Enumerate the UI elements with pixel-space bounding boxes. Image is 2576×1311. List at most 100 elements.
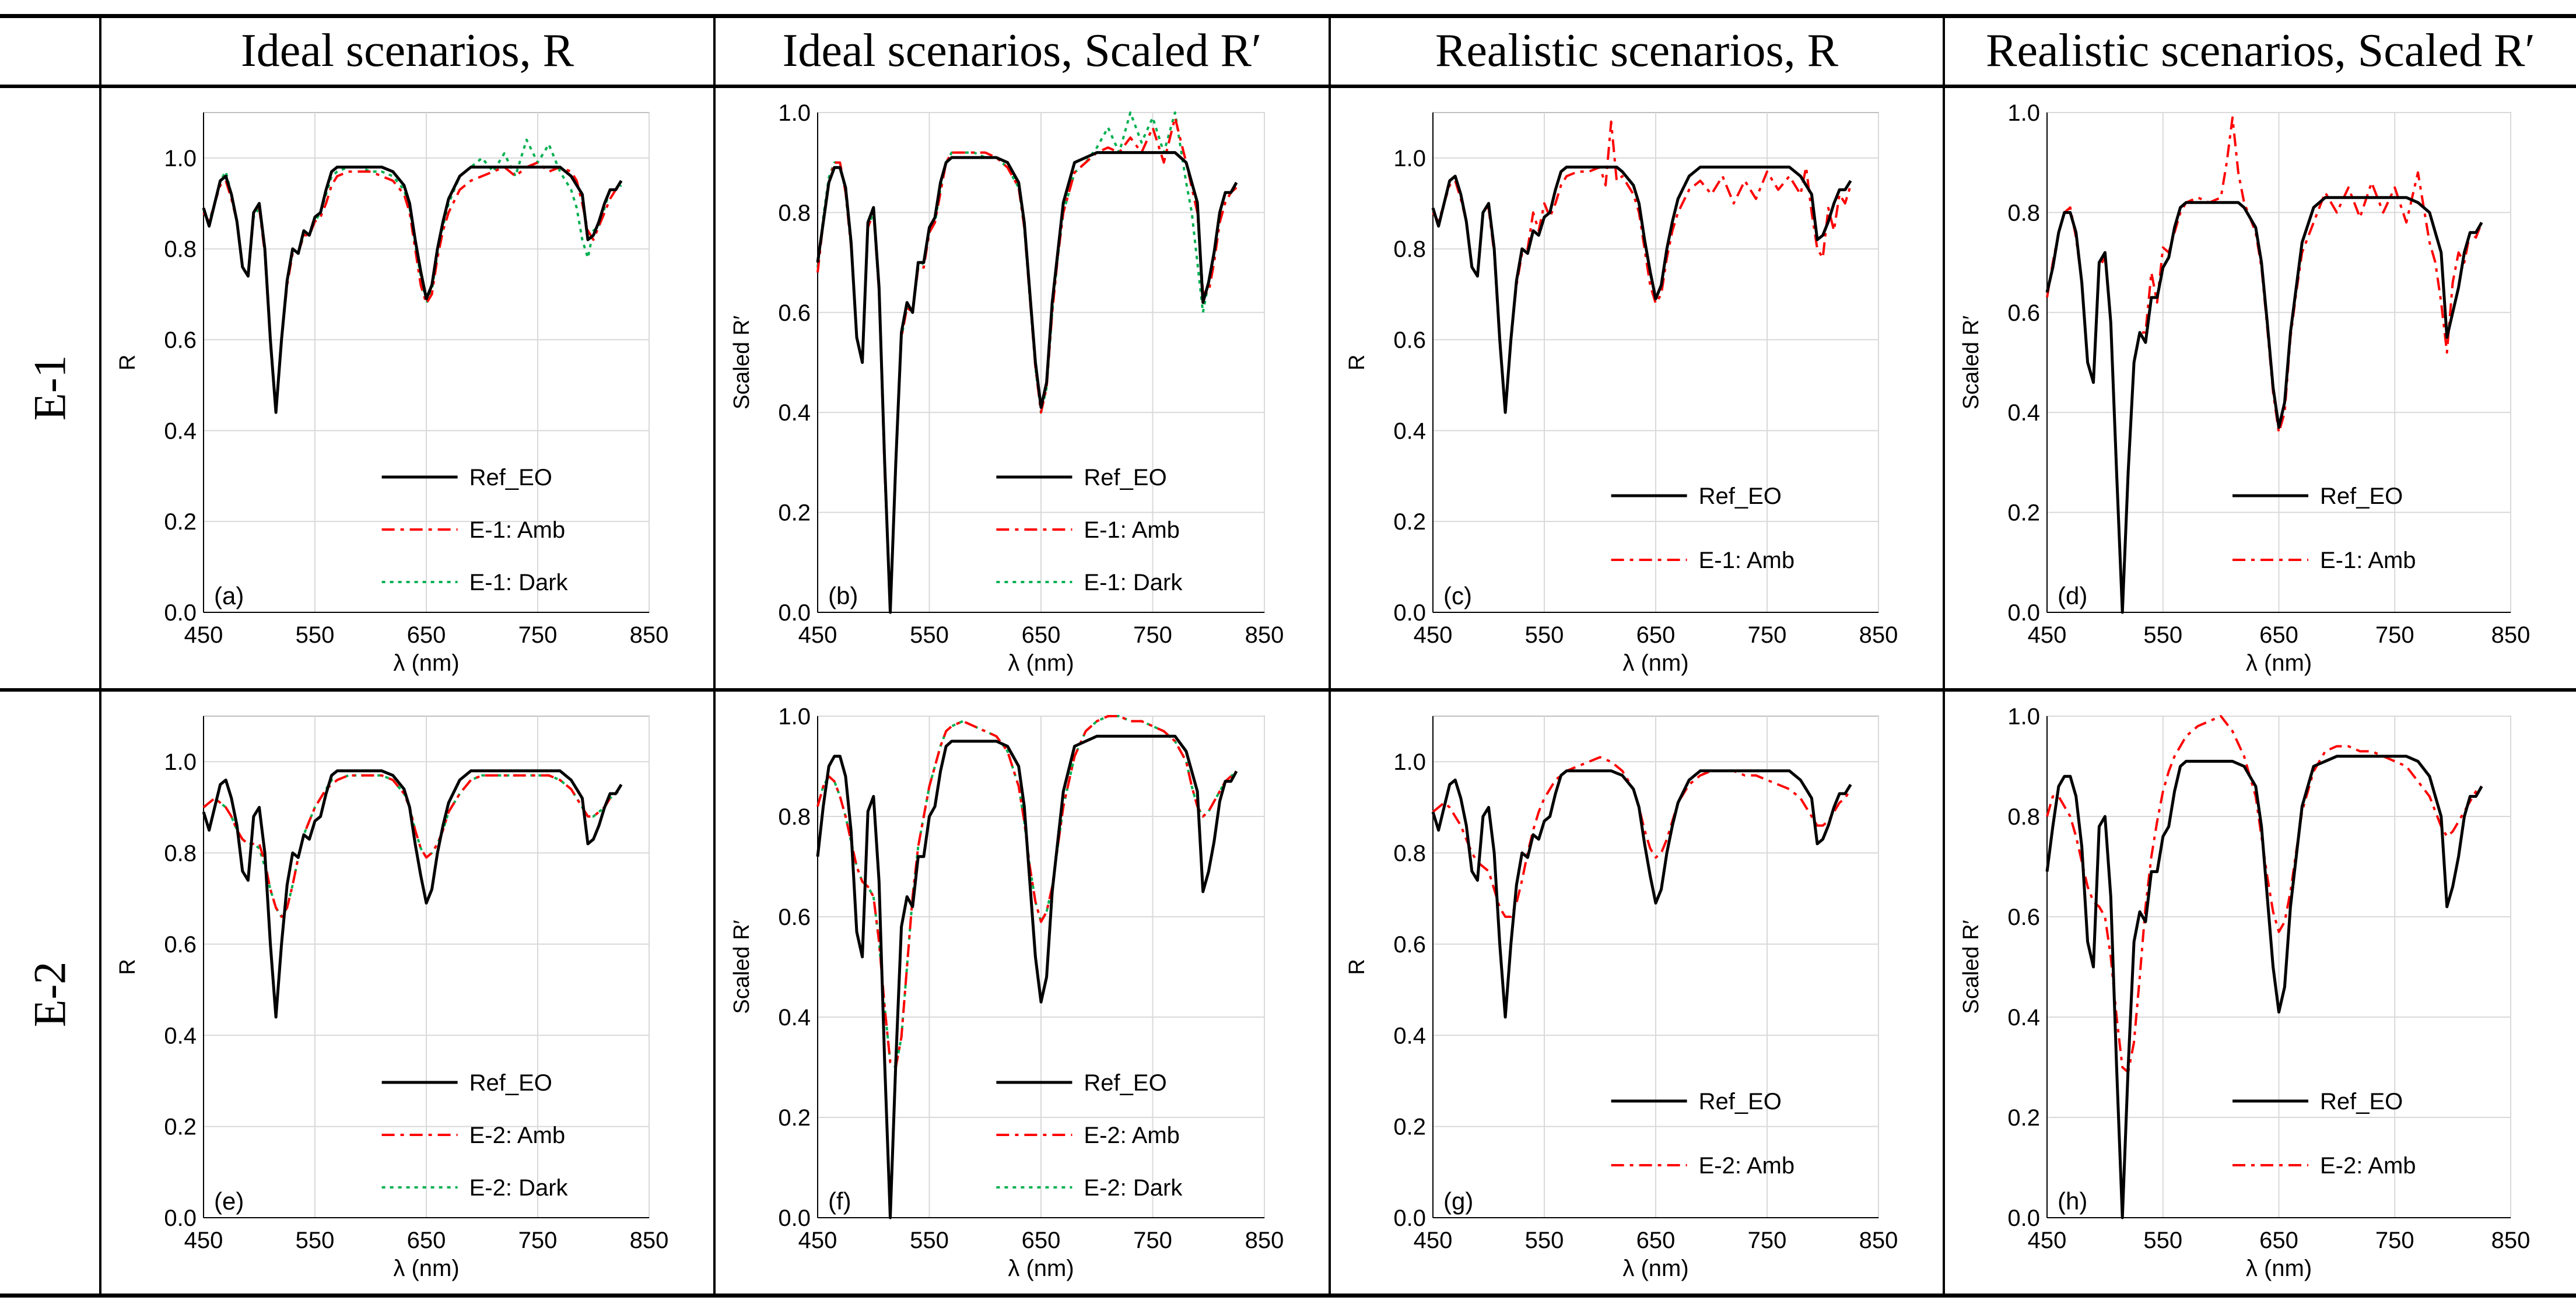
y-tick-label: 0.2 — [1393, 509, 1426, 535]
y-tick-label: 0.0 — [1393, 1205, 1426, 1231]
x-axis-label: λ (nm) — [393, 650, 459, 676]
y-tick-label: 0.6 — [778, 905, 811, 930]
y-tick-label: 1.0 — [164, 749, 197, 775]
y-tick-label: 0.2 — [164, 1114, 197, 1140]
series-line — [816, 116, 1238, 609]
x-axis-label: λ (nm) — [1622, 1256, 1688, 1281]
legend-label: Ref_EO — [1699, 483, 1782, 509]
x-tick-label: 850 — [2491, 622, 2531, 648]
x-tick-label: 650 — [1022, 1228, 1061, 1253]
series-line — [816, 151, 1238, 614]
y-tick-label: 0.0 — [164, 600, 197, 626]
legend-label: E-2: Amb — [1084, 1123, 1180, 1148]
panel-label: (a) — [214, 582, 244, 609]
y-tick-label: 1.0 — [1393, 749, 1426, 775]
x-tick-label: 550 — [2143, 1228, 2182, 1253]
x-axis-label: λ (nm) — [2246, 1256, 2312, 1281]
y-tick-label: 1.0 — [2007, 704, 2040, 730]
chart-panel-f: 450 550 650 750 850 0.0 0.2 0.4 0.6 0.8 1.0 λ (nm) S… — [730, 704, 1284, 1281]
y-tick-label: 0.4 — [778, 400, 811, 426]
y-tick-label: 0.4 — [164, 418, 197, 444]
x-axis-label: λ (nm) — [1008, 650, 1074, 676]
x-axis-label: λ (nm) — [2246, 650, 2312, 676]
y-tick-label: 0.0 — [2007, 1205, 2040, 1231]
y-axis-label: Scaled R′ — [1959, 316, 1983, 409]
legend-label: Ref_EO — [469, 465, 552, 490]
x-tick-label: 550 — [910, 622, 949, 648]
y-tick-label: 0.2 — [778, 500, 811, 526]
legend-label: E-1: Amb — [2320, 548, 2416, 573]
series-line — [202, 138, 622, 414]
panel-label: (b) — [828, 582, 858, 609]
x-tick-label: 650 — [1636, 1228, 1676, 1253]
y-axis-label: R — [1345, 355, 1369, 370]
series-line — [202, 161, 622, 409]
series-line — [202, 166, 623, 414]
series-line — [816, 734, 1238, 1219]
panel-label: (f) — [828, 1187, 851, 1215]
y-axis-label: R — [115, 355, 140, 370]
x-tick-label: 650 — [407, 622, 446, 648]
x-tick-label: 550 — [910, 1228, 949, 1253]
y-axis-label: R — [115, 959, 140, 975]
y-tick-label: 0.0 — [2007, 600, 2040, 626]
x-tick-label: 850 — [1859, 1228, 1898, 1253]
y-tick-label: 0.4 — [1393, 418, 1426, 444]
x-tick-label: 750 — [1133, 1228, 1172, 1253]
x-tick-label: 650 — [1636, 622, 1676, 648]
y-axis-label: Scaled R′ — [730, 316, 754, 409]
y-tick-label: 0.0 — [778, 1205, 811, 1231]
column-divider — [1943, 14, 1945, 1297]
legend-label: Ref_EO — [2320, 483, 2403, 509]
y-tick-label: 0.8 — [1393, 237, 1426, 262]
legend-label: E-1: Dark — [469, 570, 569, 595]
y-tick-label: 0.0 — [1393, 600, 1426, 626]
x-tick-label: 750 — [1748, 1228, 1787, 1253]
y-tick-label: 0.8 — [2007, 200, 2040, 226]
y-tick-label: 0.2 — [2007, 1105, 2040, 1131]
x-tick-label: 850 — [2491, 1228, 2531, 1253]
y-tick-label: 1.0 — [1393, 146, 1426, 171]
legend-label: E-2: Amb — [469, 1123, 566, 1148]
panel-label: (g) — [1443, 1187, 1473, 1215]
panel-label: (d) — [2058, 582, 2087, 609]
chart-panel-h: 450 550 650 750 850 0.0 0.2 0.4 0.6 0.8 1.0 λ (nm) S… — [1959, 704, 2531, 1281]
chart-panel-e: 450 550 650 750 850 0.0 0.2 0.4 0.6 0.8 1.0 λ (nm) R… — [115, 716, 668, 1281]
y-tick-label: 0.6 — [2007, 300, 2040, 326]
table-top-rule — [0, 14, 2576, 18]
legend-label: Ref_EO — [2320, 1089, 2403, 1114]
x-axis-label: λ (nm) — [1008, 1256, 1074, 1281]
y-tick-label: 0.0 — [778, 600, 811, 626]
y-tick-label: 0.6 — [2007, 905, 2040, 930]
x-tick-label: 450 — [1414, 1228, 1453, 1253]
x-axis-label: λ (nm) — [393, 1256, 459, 1281]
y-tick-label: 1.0 — [778, 100, 811, 126]
header-ideal-scaled-r: Ideal scenarios, Scaled R′ — [782, 25, 1262, 76]
row-label-e1: E-1 — [24, 355, 75, 421]
x-tick-label: 550 — [296, 1228, 335, 1253]
chart-panel-c: 450 550 650 750 850 0.0 0.2 0.4 0.6 0.8 1.0 λ (nm) R… — [1345, 112, 1898, 676]
y-tick-label: 1.0 — [778, 704, 811, 730]
header-realistic-scaled-r: Realistic scenarios, Scaled R′ — [1986, 25, 2535, 76]
header-bottom-rule — [0, 85, 2576, 88]
x-tick-label: 750 — [518, 622, 558, 648]
x-tick-label: 450 — [184, 622, 223, 648]
panel-label: (c) — [1443, 582, 1472, 609]
y-tick-label: 0.8 — [1393, 841, 1426, 867]
legend-label: Ref_EO — [1084, 465, 1166, 490]
row-divider-rule — [0, 688, 2576, 692]
x-tick-label: 550 — [1525, 1228, 1564, 1253]
x-tick-label: 650 — [407, 1228, 446, 1253]
y-tick-label: 0.8 — [778, 200, 811, 226]
legend-label: E-1: Dark — [1084, 570, 1183, 595]
x-tick-label: 550 — [1525, 622, 1564, 648]
y-tick-label: 0.8 — [2007, 804, 2040, 830]
y-tick-label: 0.4 — [2007, 1005, 2040, 1030]
y-tick-label: 0.6 — [164, 932, 197, 958]
x-tick-label: 450 — [2028, 622, 2067, 648]
x-axis-label: λ (nm) — [1622, 650, 1688, 676]
chart-panel-g: 450 550 650 750 850 0.0 0.2 0.4 0.6 0.8 1.0 λ (nm) R… — [1345, 716, 1898, 1281]
column-divider — [99, 14, 101, 1297]
y-tick-label: 0.4 — [2007, 400, 2040, 426]
panel-label: (h) — [2058, 1187, 2087, 1215]
